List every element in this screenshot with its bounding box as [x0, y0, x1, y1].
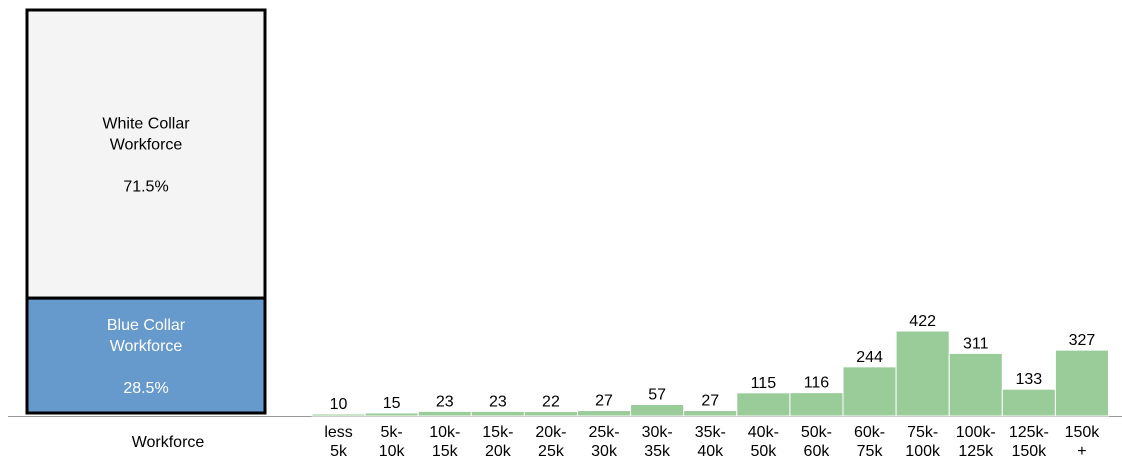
income-tick-label: 30k — [591, 443, 618, 460]
income-tick-label: 30k- — [642, 424, 673, 441]
income-bar-value-label: 27 — [701, 393, 719, 410]
income-tick-label: 40k — [697, 443, 724, 460]
income-tick-label: less — [324, 424, 352, 441]
income-tick-label: 75k — [857, 443, 884, 460]
blue-collar-segment — [25, 296, 267, 415]
income-bar — [577, 410, 632, 417]
income-tick-label: + — [1077, 443, 1086, 460]
income-tick-label: 60k — [804, 443, 831, 460]
income-bar — [789, 392, 844, 417]
income-bar-value-label: 15 — [383, 395, 401, 412]
income-bar — [683, 410, 738, 417]
income-tick-label: 5k- — [381, 424, 403, 441]
income-tick-label: 125k — [958, 443, 994, 460]
white-collar-value-label: 71.5% — [123, 179, 168, 196]
income-tick-label: 40k- — [748, 424, 779, 441]
income-bar — [1001, 388, 1056, 417]
income-bar — [842, 366, 897, 417]
workforce-axis-label: Workforce — [132, 434, 205, 451]
income-tick-label: 35k — [644, 443, 671, 460]
income-tick-label: 150k — [1011, 443, 1047, 460]
income-tick-label: 35k- — [695, 424, 726, 441]
income-tick-label: 100k — [905, 443, 941, 460]
blue-collar-name-label: Blue Collar — [107, 317, 186, 334]
income-bar-value-label: 23 — [436, 393, 454, 410]
income-tick-label: 150k — [1065, 424, 1101, 441]
blue-collar-name-label: Workforce — [110, 338, 183, 355]
income-tick-label: 15k — [432, 443, 459, 460]
income-bar-value-label: 244 — [856, 349, 883, 366]
income-tick-label: 60k- — [854, 424, 885, 441]
income-bar — [417, 410, 472, 417]
income-tick-label: 5k — [330, 443, 348, 460]
income-tick-label: 50k — [750, 443, 777, 460]
income-tick-label: 10k- — [429, 424, 460, 441]
income-bar — [1054, 349, 1110, 417]
white-collar-name-label: Workforce — [110, 137, 183, 154]
income-bar-value-label: 327 — [1069, 332, 1096, 349]
income-bar — [895, 330, 950, 417]
income-bar-value-label: 10 — [330, 396, 348, 413]
income-tick-label: 20k — [485, 443, 512, 460]
income-tick-label: 50k- — [801, 424, 832, 441]
income-bar-value-label: 116 — [804, 375, 830, 392]
income-histogram: 10 less 5k 15 5k- 10k 23 10k- 15k 23 15k- 20k 22 20k-… — [311, 313, 1110, 460]
income-bar — [948, 352, 1003, 417]
income-bar-value-label: 133 — [1015, 371, 1042, 388]
income-bar-value-label: 57 — [648, 387, 666, 404]
income-tick-label: 10k — [379, 443, 406, 460]
income-tick-label: 20k- — [535, 424, 566, 441]
income-bar-value-label: 422 — [909, 313, 936, 330]
income-tick-label: 100k- — [956, 424, 996, 441]
income-bar-value-label: 23 — [489, 393, 507, 410]
income-bar — [736, 392, 791, 417]
income-tick-label: 75k- — [907, 424, 938, 441]
income-bar — [630, 404, 685, 417]
white-collar-segment — [25, 8, 267, 300]
income-bar — [364, 412, 419, 417]
income-tick-label: 15k- — [482, 424, 513, 441]
income-bar — [311, 413, 366, 417]
white-collar-name-label: White Collar — [102, 116, 190, 133]
income-bar-value-label: 22 — [542, 394, 560, 411]
workforce-stacked-bar: White Collar Workforce 71.5% Blue Collar Wor… — [25, 8, 267, 415]
blue-collar-value-label: 28.5% — [123, 380, 168, 397]
income-bar-value-label: 311 — [963, 335, 989, 352]
income-bar-value-label: 115 — [751, 375, 777, 392]
income-tick-label: 125k- — [1009, 424, 1049, 441]
income-tick-label: 25k — [538, 443, 565, 460]
income-bar-value-label: 27 — [595, 393, 613, 410]
income-bar — [470, 410, 525, 417]
income-bar — [523, 411, 579, 417]
income-tick-label: 25k- — [588, 424, 619, 441]
